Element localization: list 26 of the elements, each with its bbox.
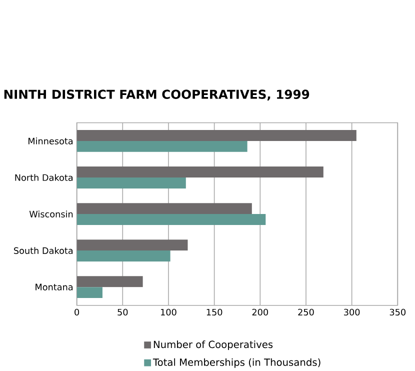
x-tick-label: 350: [390, 308, 406, 316]
bar: [76, 166, 324, 178]
bar: [76, 250, 170, 262]
legend-label: Number of Cooperatives: [154, 340, 273, 350]
x-tick-label: 300: [344, 308, 360, 316]
y-tick-label: South Dakota: [14, 247, 73, 254]
y-tick-label: North Dakota: [15, 174, 73, 181]
x-tick-label: 250: [298, 308, 314, 316]
x-tick-label: 200: [252, 308, 268, 316]
bar: [76, 214, 266, 225]
bar: [76, 177, 186, 188]
legend-label: Total Memberships (in Thousands): [152, 358, 320, 368]
bar: [76, 286, 102, 298]
x-tick-label: 100: [161, 308, 176, 316]
y-tick-label: Wisconsin: [29, 210, 73, 218]
y-tick-label: Minnesota: [28, 137, 73, 144]
bar: [76, 140, 248, 152]
bar: [76, 130, 356, 141]
chart-title: NINTH DISTRICT FARM COOPERATIVES, 1999: [4, 90, 310, 100]
bar: [76, 202, 252, 214]
x-tick-label: 0: [74, 308, 80, 316]
x-tick-label: 50: [118, 308, 128, 316]
bar: [76, 276, 143, 287]
bar: [76, 240, 188, 250]
y-tick-label: Montana: [36, 284, 73, 290]
x-tick-label: 150: [206, 308, 222, 316]
